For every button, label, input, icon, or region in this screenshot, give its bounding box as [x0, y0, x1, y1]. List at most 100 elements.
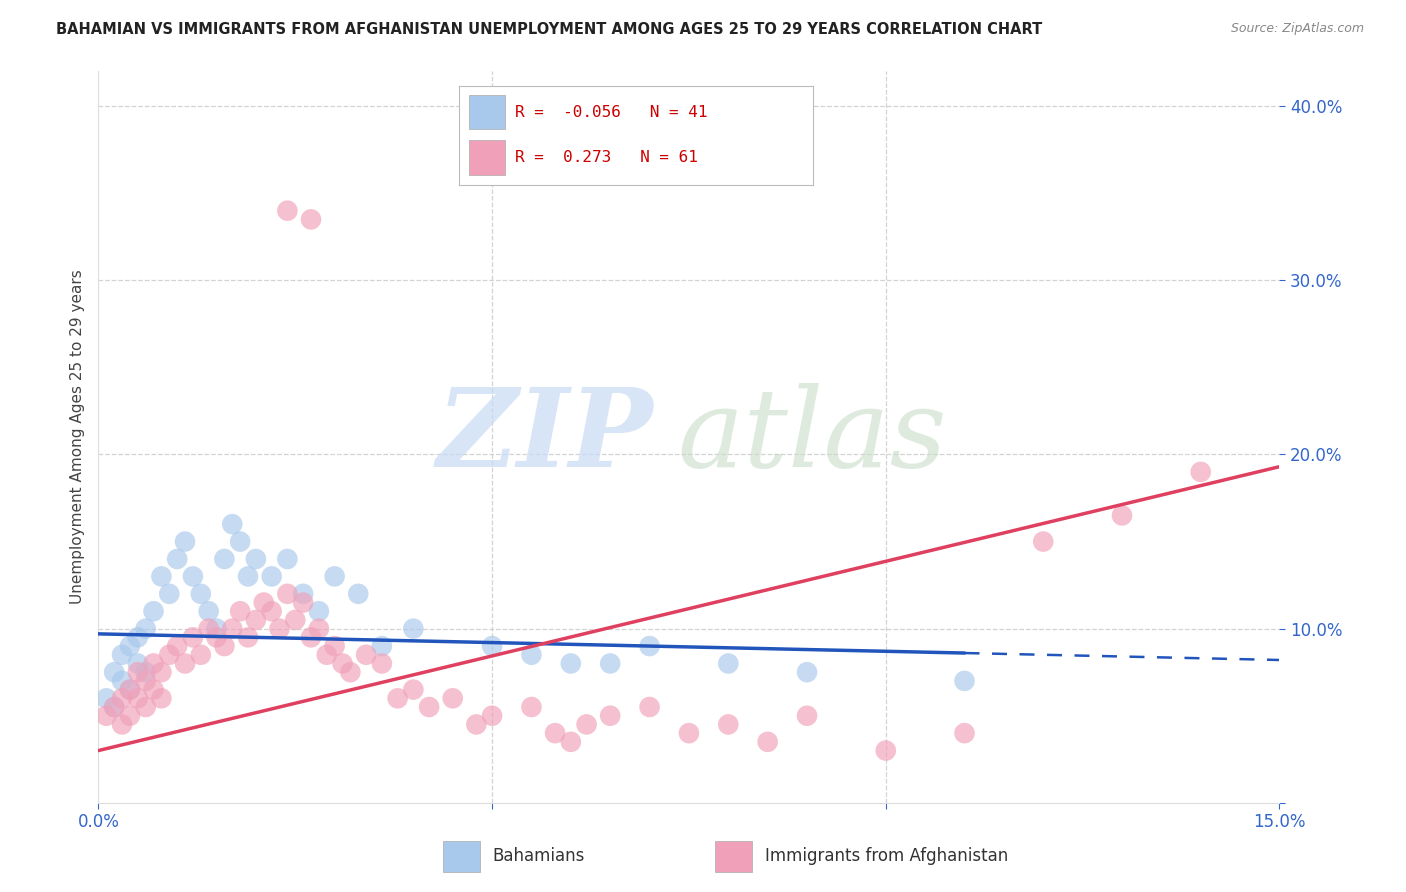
Bar	[716, 840, 752, 872]
Point	[299, 631, 322, 645]
Point	[284, 613, 307, 627]
Point	[717, 657, 740, 671]
Point	[292, 595, 315, 609]
Point	[371, 639, 394, 653]
Point	[599, 657, 621, 671]
Point	[214, 552, 236, 566]
Point	[111, 673, 134, 688]
Point	[127, 631, 149, 645]
Point	[127, 691, 149, 706]
Text: Immigrants from Afghanistan: Immigrants from Afghanistan	[765, 847, 1008, 865]
Point	[323, 639, 346, 653]
Point	[520, 648, 543, 662]
Text: Source: ZipAtlas.com: Source: ZipAtlas.com	[1230, 22, 1364, 36]
Point	[150, 569, 173, 583]
Point	[229, 534, 252, 549]
Point	[190, 587, 212, 601]
Point	[953, 673, 976, 688]
Point	[111, 691, 134, 706]
Y-axis label: Unemployment Among Ages 25 to 29 years: Unemployment Among Ages 25 to 29 years	[69, 269, 84, 605]
Point	[1032, 534, 1054, 549]
Point	[221, 517, 243, 532]
Point	[276, 203, 298, 218]
Point	[245, 613, 267, 627]
Bar	[443, 840, 481, 872]
Point	[796, 665, 818, 680]
Point	[560, 735, 582, 749]
Point	[756, 735, 779, 749]
Point	[103, 665, 125, 680]
Point	[142, 657, 165, 671]
Point	[1189, 465, 1212, 479]
Point	[269, 622, 291, 636]
Point	[103, 700, 125, 714]
Point	[481, 639, 503, 653]
Point	[118, 708, 141, 723]
Point	[127, 665, 149, 680]
Point	[96, 708, 118, 723]
Point	[260, 569, 283, 583]
Point	[481, 708, 503, 723]
Point	[347, 587, 370, 601]
Point	[520, 700, 543, 714]
Point	[575, 717, 598, 731]
Point	[308, 622, 330, 636]
Point	[118, 682, 141, 697]
Point	[181, 631, 204, 645]
Point	[118, 682, 141, 697]
Point	[150, 691, 173, 706]
Point	[135, 673, 157, 688]
Point	[387, 691, 409, 706]
Point	[638, 700, 661, 714]
Point	[118, 639, 141, 653]
Point	[717, 717, 740, 731]
Point	[465, 717, 488, 731]
Text: ZIP: ZIP	[437, 384, 654, 491]
Point	[953, 726, 976, 740]
Point	[197, 622, 219, 636]
Point	[308, 604, 330, 618]
Point	[205, 622, 228, 636]
Point	[103, 700, 125, 714]
Point	[111, 648, 134, 662]
Text: atlas: atlas	[678, 384, 946, 491]
Point	[339, 665, 361, 680]
Point	[190, 648, 212, 662]
Point	[157, 648, 180, 662]
Point	[142, 604, 165, 618]
Point	[599, 708, 621, 723]
Point	[166, 639, 188, 653]
Point	[214, 639, 236, 653]
Point	[371, 657, 394, 671]
Point	[174, 534, 197, 549]
Point	[638, 639, 661, 653]
Point	[166, 552, 188, 566]
Text: Bahamians: Bahamians	[492, 847, 585, 865]
Point	[157, 587, 180, 601]
Point	[197, 604, 219, 618]
Point	[354, 648, 377, 662]
Point	[678, 726, 700, 740]
Point	[236, 569, 259, 583]
Point	[96, 691, 118, 706]
Point	[229, 604, 252, 618]
Point	[276, 587, 298, 601]
Point	[299, 212, 322, 227]
Point	[402, 682, 425, 697]
Point	[1111, 508, 1133, 523]
Point	[560, 657, 582, 671]
Point	[315, 648, 337, 662]
Point	[402, 622, 425, 636]
Point	[332, 657, 354, 671]
Point	[441, 691, 464, 706]
Point	[111, 717, 134, 731]
Point	[323, 569, 346, 583]
Point	[205, 631, 228, 645]
Point	[245, 552, 267, 566]
Point	[150, 665, 173, 680]
Point	[236, 631, 259, 645]
Point	[142, 682, 165, 697]
Point	[135, 700, 157, 714]
Point	[875, 743, 897, 757]
Text: BAHAMIAN VS IMMIGRANTS FROM AFGHANISTAN UNEMPLOYMENT AMONG AGES 25 TO 29 YEARS C: BAHAMIAN VS IMMIGRANTS FROM AFGHANISTAN …	[56, 22, 1042, 37]
